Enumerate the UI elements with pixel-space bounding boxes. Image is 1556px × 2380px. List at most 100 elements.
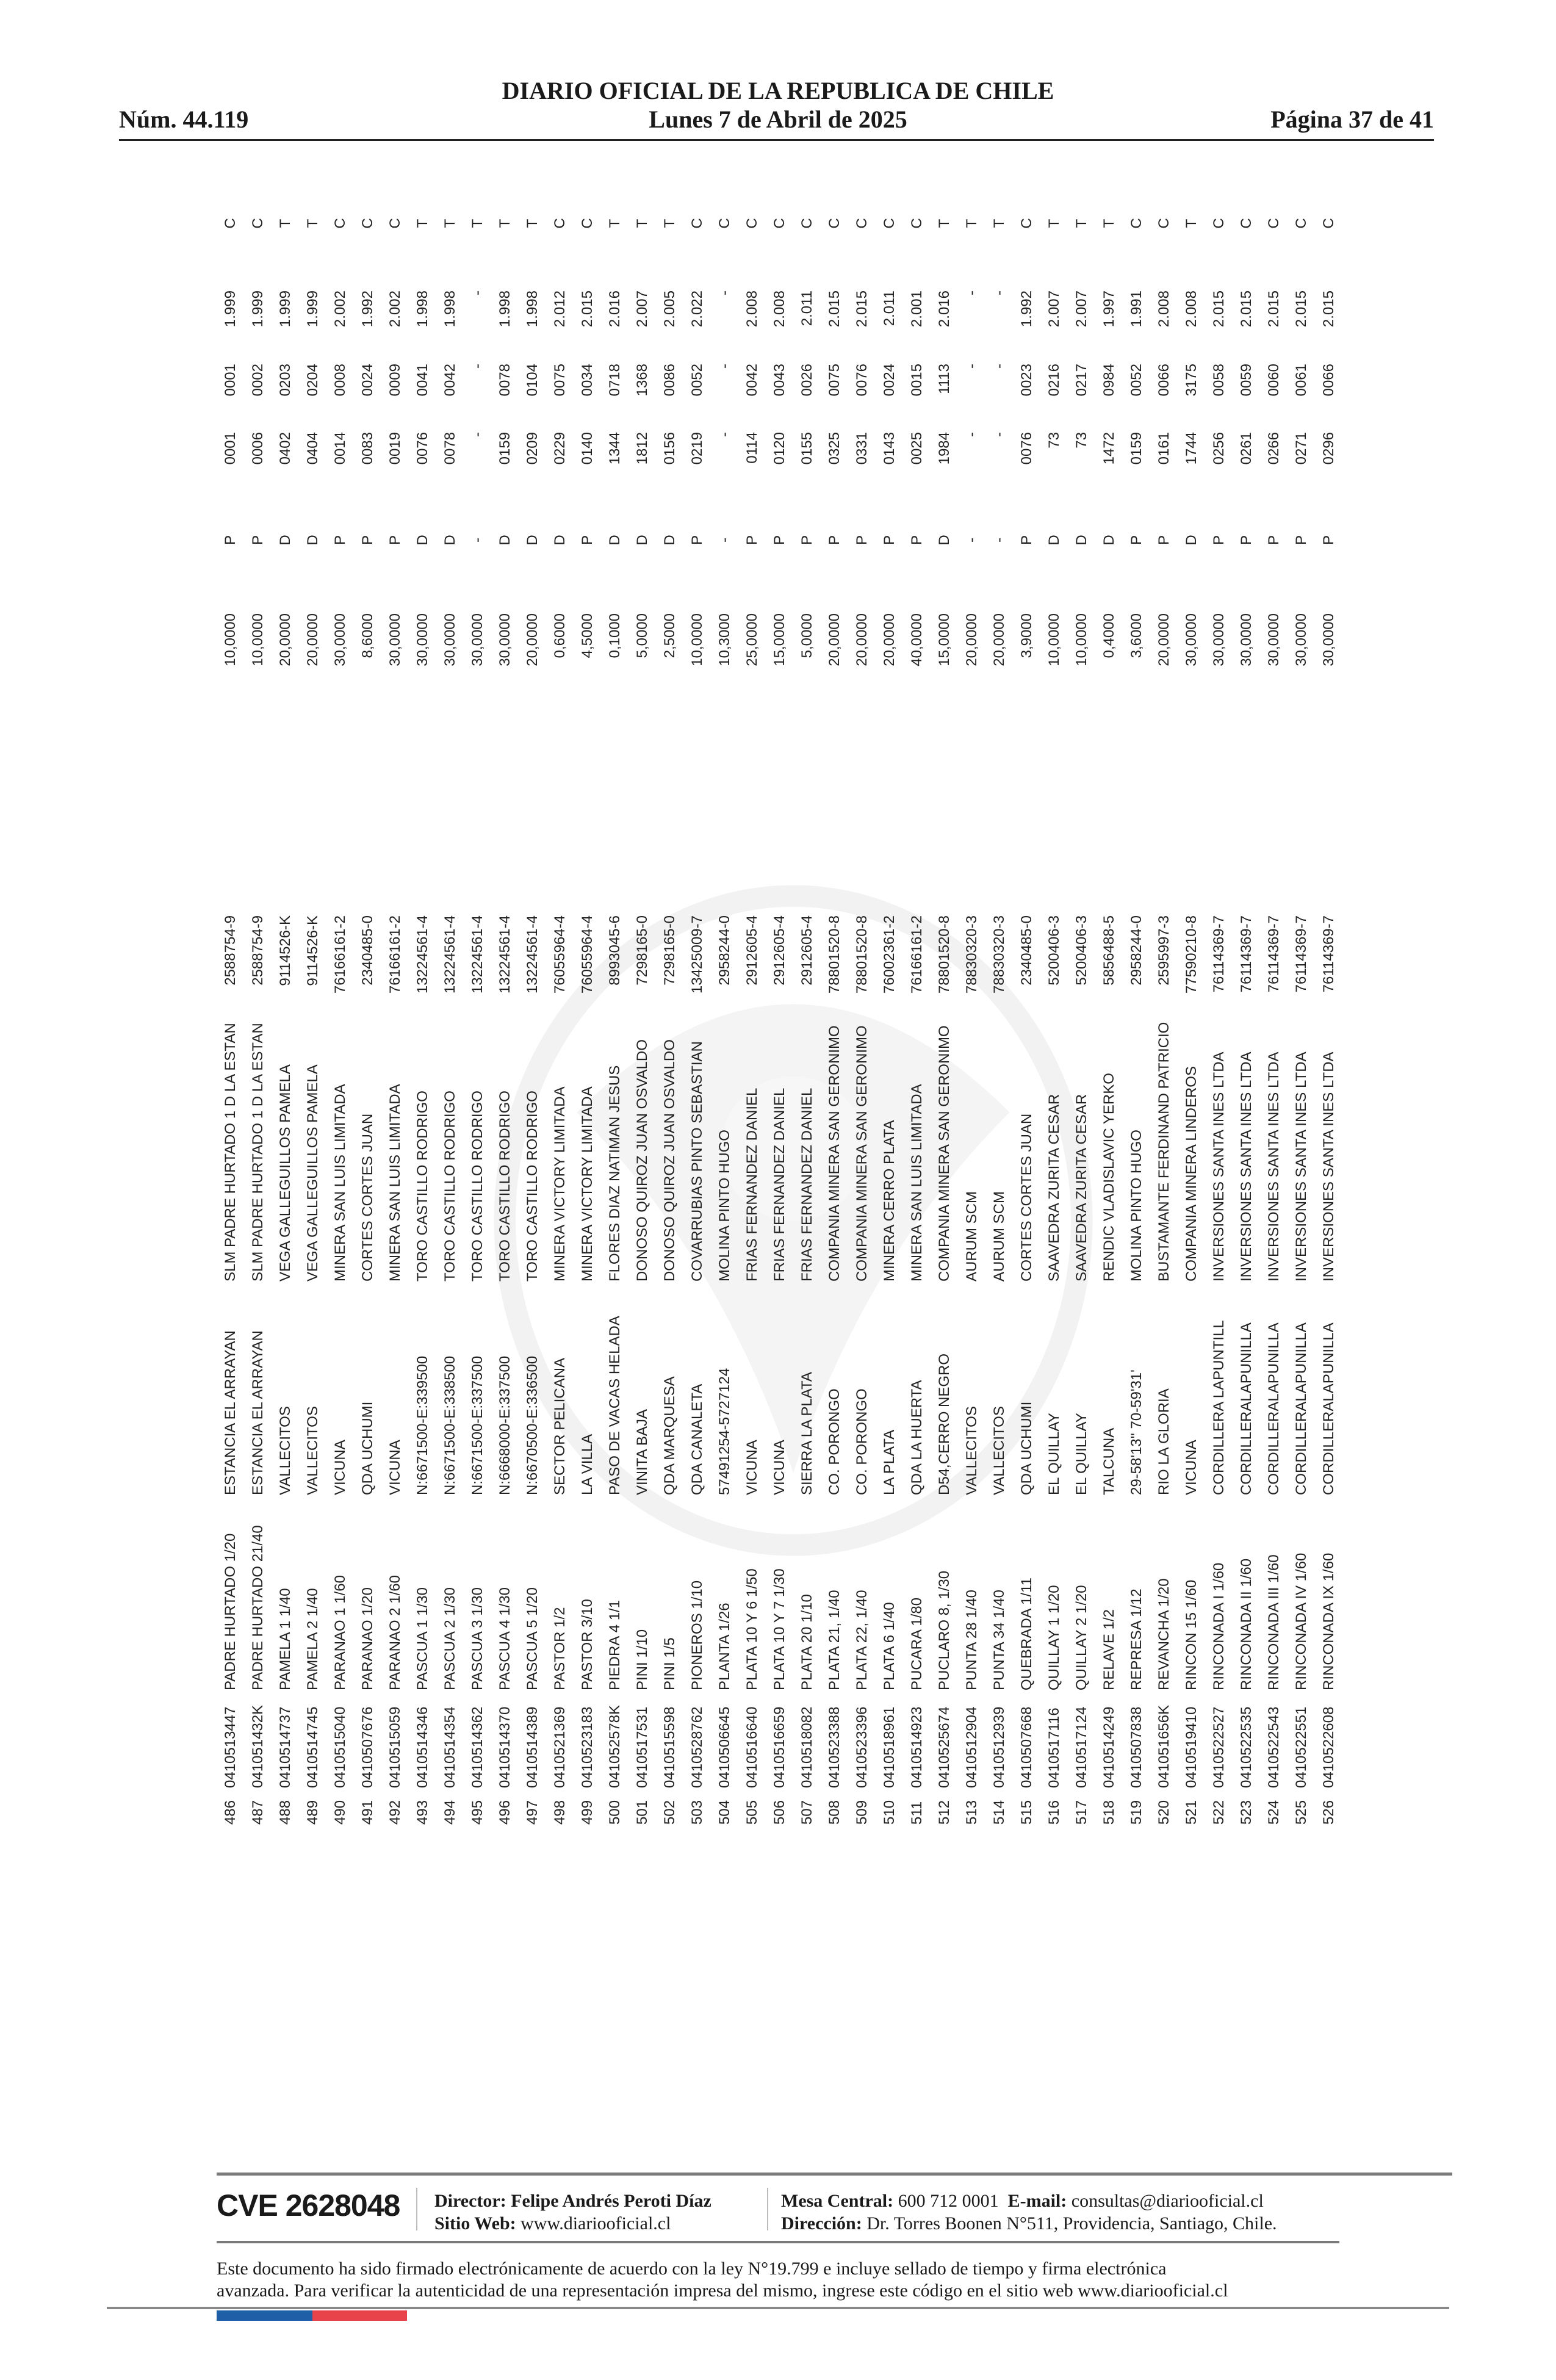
concession-name: PLATA 10 Y 6 1/50: [744, 1568, 760, 1690]
owner: AURUM SCM: [963, 1191, 980, 1282]
type: P: [579, 535, 596, 546]
concession-code: 0410519410: [1183, 1706, 1200, 1788]
hectares: 30,0000: [1183, 613, 1200, 666]
concession-name: PLATA 10 Y 7 1/30: [771, 1568, 788, 1690]
hectares: 15,0000: [936, 613, 953, 666]
row-number: 503: [689, 1800, 705, 1825]
roll-number: 0076: [1018, 432, 1035, 465]
roll-number: 0266: [1266, 432, 1282, 465]
table-row: 503 0410528762 PIONEROS 1/10 QDA CANALETA CO…: [683, 201, 711, 1825]
table-row: 490 0410515040 PARANAO 1 1/60 VICUNA MINERA …: [326, 201, 354, 1825]
hectares: 30,0000: [1293, 613, 1309, 666]
sheet-number: 0217: [1073, 364, 1090, 397]
rut: 78830320-3: [991, 915, 1007, 994]
table-row: 509 0410523396 PLATA 22, 1/40 CO. PORONGO CO…: [848, 201, 876, 1825]
sheet-number: 0034: [579, 364, 596, 397]
hectares: 30,0000: [1320, 613, 1337, 666]
concession-code: 0410518082: [799, 1706, 815, 1788]
row-number: 510: [881, 1800, 898, 1825]
hectares: 20,0000: [277, 613, 294, 666]
concession-name: PLATA 6 1/40: [881, 1602, 898, 1690]
table-row: 496 0410514370 PASCUA 4 1/30 N:6668000-E:33…: [491, 201, 519, 1825]
rut: 76055964-4: [552, 915, 568, 994]
category: C: [579, 218, 596, 229]
rut: 2912605-4: [799, 915, 815, 986]
year: 2.011: [799, 290, 815, 326]
owner: FRIAS FERNANDEZ DANIEL: [771, 1087, 788, 1282]
concession-code: 041052578K: [607, 1704, 623, 1788]
roll-number: 0114: [744, 432, 760, 464]
concession-name: PARANAO 1 1/60: [332, 1575, 348, 1690]
concession-name: PASCUA 2 1/30: [442, 1587, 458, 1690]
row-number: 523: [1238, 1800, 1255, 1825]
category: C: [909, 218, 925, 229]
row-number: 489: [304, 1800, 321, 1825]
rut: 13224561-4: [414, 915, 431, 994]
category: T: [1046, 218, 1062, 228]
sheet-number: 1113: [936, 364, 953, 394]
roll-number: 0078: [442, 432, 458, 465]
row-number: 487: [250, 1800, 266, 1825]
rut: 76114369-7: [1320, 915, 1337, 993]
sheet-number: 0026: [799, 364, 815, 397]
owner: TORO CASTILLO RODRIGO: [524, 1091, 541, 1282]
location: N:6671500-E:339500: [414, 1355, 431, 1495]
sheet-number: 0984: [1101, 364, 1117, 397]
table-row: 511 0410514923 PUCARA 1/80 QDA LA HUERTA MIN…: [903, 201, 931, 1825]
footer-separator: [767, 2188, 768, 2230]
concession-name: PADRE HURTADO 21/40: [250, 1525, 266, 1690]
website-link[interactable]: www.diariooficial.cl: [520, 2213, 671, 2234]
owner: COMPANIA MINERA LINDEROS: [1183, 1066, 1200, 1282]
category: T: [524, 218, 541, 228]
concession-code: 041051432K: [250, 1704, 266, 1788]
location: RIO LA GLORIA: [1156, 1388, 1172, 1495]
hectares: 15,0000: [771, 613, 788, 666]
concession-code: 0410515059: [387, 1706, 403, 1788]
rut: 76114369-7: [1238, 915, 1255, 993]
category: C: [332, 218, 348, 229]
sheet-number: -: [716, 364, 733, 369]
concession-code: 0410512939: [991, 1706, 1007, 1788]
type: P: [359, 535, 376, 546]
hectares: 2,5000: [661, 613, 678, 658]
row-number: 524: [1266, 1800, 1282, 1825]
hectares: 3,9000: [1018, 613, 1035, 658]
year: 2.008: [1183, 290, 1200, 328]
category: C: [222, 218, 239, 229]
concession-name: RINCONADA II 1/60: [1238, 1558, 1255, 1690]
owner: MINERA SAN LUIS LIMITADA: [387, 1084, 403, 1282]
sheet-number: 0015: [909, 364, 925, 397]
location: CO. PORONGO: [826, 1388, 843, 1495]
table-row: 506 0410516659 PLATA 10 Y 7 1/30 VICUNA FRIA…: [766, 201, 793, 1825]
year: 2.007: [1073, 290, 1090, 328]
location: VICUNA: [1183, 1440, 1200, 1495]
table-row: 501 0410517531 PINI 1/10 VINITA BAJA DONOSO …: [629, 201, 656, 1825]
rut: 2340485-0: [359, 915, 376, 986]
location: QDA CANALETA: [689, 1383, 705, 1495]
table-row: 486 0410513447 PADRE HURTADO 1/20 ESTANCIA …: [217, 201, 244, 1825]
roll-number: 0296: [1320, 432, 1337, 465]
category: C: [1320, 218, 1337, 229]
owner: INVERSIONES SANTA INES LTDA: [1266, 1051, 1282, 1282]
sheet-number: 0052: [689, 364, 705, 397]
roll-number: 0261: [1238, 432, 1255, 465]
sheet-number: 0042: [744, 364, 760, 397]
email-link[interactable]: consultas@diariooficial.cl: [1071, 2191, 1264, 2211]
concession-code: 0410522527: [1211, 1706, 1227, 1788]
rut: 76002361-2: [881, 915, 898, 994]
year: 2.016: [936, 290, 953, 328]
year: 1.991: [1128, 290, 1145, 328]
row-number: 515: [1018, 1800, 1035, 1825]
type: P: [771, 535, 788, 546]
footer-divider: [217, 2241, 1339, 2243]
row-number: 518: [1101, 1800, 1117, 1825]
type: P: [826, 535, 843, 546]
roll-number: 73: [1046, 432, 1062, 449]
table-row: 519 0410507838 REPRESA 1/12 29-58'13'' 70-5…: [1123, 201, 1150, 1825]
type: D: [442, 535, 458, 546]
address-line: Dirección: Dr. Torres Boonen N°511, Prov…: [781, 2212, 1277, 2235]
sheet-number: 0058: [1211, 364, 1227, 397]
year: 1.998: [497, 290, 513, 328]
category: C: [250, 218, 266, 229]
type: P: [799, 535, 815, 546]
